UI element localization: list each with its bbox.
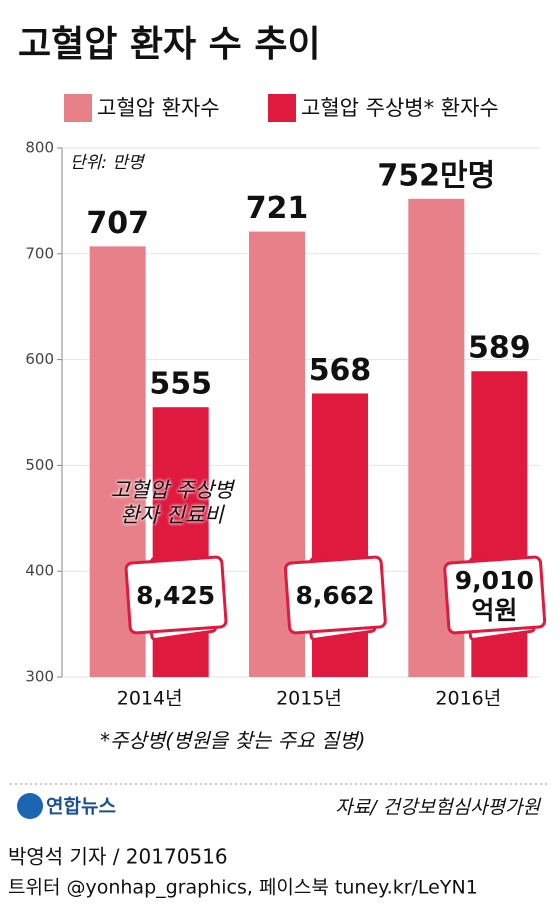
cost-label: 8,662 xyxy=(295,581,375,610)
logo: 연합뉴스 xyxy=(46,796,116,818)
x-tick-label: 2016년 xyxy=(435,688,501,710)
money-icon xyxy=(124,555,228,641)
social: 트위터 @yonhap_graphics, 페이스북 tuney.kr/LeYN… xyxy=(8,877,478,899)
legend-swatch xyxy=(64,94,92,122)
money-stack xyxy=(443,555,547,635)
y-tick-label: 300 xyxy=(25,668,54,686)
byline: 박영석 기자 / 20170516 xyxy=(8,845,228,869)
value-label: 589 xyxy=(468,331,531,366)
legend-swatch xyxy=(268,94,296,122)
legend-label: 고혈압 주상병* 환자수 xyxy=(301,96,499,120)
value-label: 555 xyxy=(149,367,212,402)
source: 자료/ 건강보험심사평가원 xyxy=(335,797,541,819)
x-tick-label: 2015년 xyxy=(276,688,342,710)
y-tick-label: 800 xyxy=(25,139,54,157)
unit-label: 단위: 만명 xyxy=(70,153,146,173)
y-tick-label: 600 xyxy=(25,350,54,368)
y-tick-label: 700 xyxy=(25,244,54,262)
money-icon xyxy=(283,555,387,641)
money-icon xyxy=(443,555,547,641)
x-tick-label: 2014년 xyxy=(117,688,183,710)
y-tick-label: 500 xyxy=(25,456,54,474)
annotation-title: 고혈압 주상병 환자 진료비 xyxy=(110,477,234,527)
money-stack xyxy=(124,555,228,635)
cost-label: 8,425 xyxy=(136,581,216,610)
footnote: *주상병(병원을 찾는 주요 질병) xyxy=(100,729,365,753)
y-tick-label: 400 xyxy=(25,562,54,580)
value-label: 752만명 xyxy=(377,158,495,193)
value-label: 707 xyxy=(86,206,149,241)
cost-label: 9,010 억원 xyxy=(454,566,534,625)
logo-icon xyxy=(17,793,43,819)
value-label: 568 xyxy=(309,353,372,388)
value-label: 721 xyxy=(246,191,309,226)
money-stack xyxy=(283,555,387,635)
chart-title: 고혈압 환자 수 추이 xyxy=(18,24,321,65)
legend-label: 고혈압 환자수 xyxy=(97,96,220,120)
